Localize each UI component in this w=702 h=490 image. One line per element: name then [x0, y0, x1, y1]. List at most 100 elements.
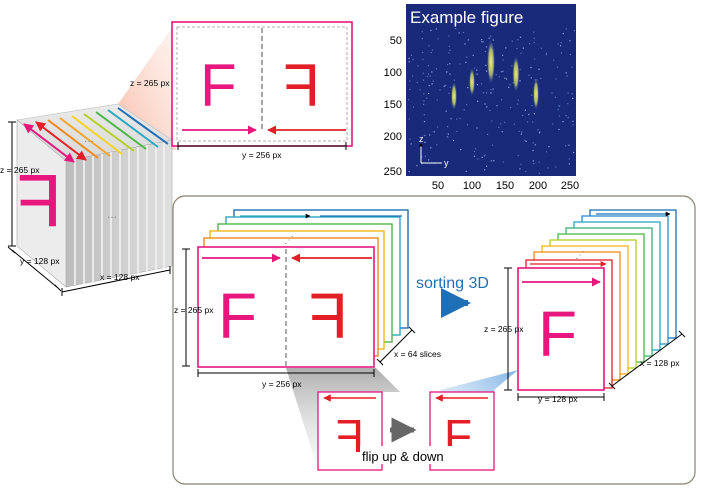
noise-speck [428, 159, 430, 161]
noise-speck [502, 161, 504, 163]
noise-speck [502, 70, 504, 72]
noise-speck [532, 149, 534, 152]
input-stack-right-letter: F [309, 280, 348, 352]
noise-speck [551, 92, 553, 94]
noise-speck [476, 69, 478, 71]
noise-speck [490, 92, 492, 94]
noise-speck [516, 103, 519, 105]
noise-speck [436, 144, 438, 146]
noise-speck [554, 96, 556, 98]
noise-speck [500, 123, 502, 125]
noise-speck [408, 99, 410, 101]
noise-speck [428, 92, 430, 95]
noise-speck [422, 58, 424, 60]
noise-speck [521, 131, 523, 133]
noise-speck [409, 88, 411, 91]
noise-speck [513, 123, 515, 125]
input-stack-dots: ⋰ [284, 235, 294, 246]
noise-speck [504, 121, 506, 123]
input-stack: ⋰ F F z = 265 px y = 256 px x = 64 slice… [174, 209, 441, 389]
noise-speck [437, 38, 439, 40]
example-figure-xtick-5: 250 [561, 180, 579, 192]
noise-speck [559, 105, 561, 107]
noise-speck [481, 156, 483, 158]
cube-slice-lines [74, 142, 165, 285]
noise-speck [531, 105, 533, 107]
noise-speck [545, 54, 547, 56]
noise-speck [435, 68, 437, 70]
noise-speck [448, 45, 450, 47]
noise-speck [426, 97, 428, 99]
noise-speck [412, 106, 414, 108]
top-slice-right-letter: F [283, 52, 320, 119]
noise-speck [572, 120, 574, 122]
noise-speck [525, 170, 527, 173]
noise-speck [560, 45, 562, 47]
noise-speck [569, 53, 571, 56]
noise-speck [412, 75, 414, 77]
noise-speck [412, 59, 414, 61]
example-figure-xtick-1: 50 [432, 180, 444, 192]
noise-speck [548, 146, 550, 148]
noise-speck [485, 92, 488, 94]
noise-speck [504, 77, 506, 79]
noise-speck [408, 118, 410, 120]
noise-speck [431, 71, 433, 73]
noise-speck [517, 99, 519, 101]
noise-speck [498, 126, 500, 128]
noise-speck [446, 136, 448, 138]
noise-speck [545, 52, 548, 54]
cube-y-label: y = 128 px [20, 256, 60, 266]
flip-step: F F flip up & down [317, 391, 495, 471]
noise-speck [518, 130, 520, 133]
noise-speck [466, 124, 469, 126]
noise-speck [449, 63, 451, 65]
noise-speck [527, 121, 529, 123]
noise-speck [524, 109, 526, 111]
noise-speck [449, 49, 451, 51]
noise-speck [431, 49, 434, 51]
noise-speck [505, 47, 507, 49]
noise-speck [409, 80, 411, 82]
cube-z-label: z = 265 px [0, 165, 40, 175]
input-stack-z-label: z = 265 px [174, 305, 214, 315]
noise-speck [485, 46, 488, 48]
noise-speck [560, 42, 562, 44]
noise-speck [449, 86, 451, 88]
noise-speck [568, 163, 570, 165]
noise-speck [446, 71, 448, 73]
cube-x-label: x = 128 px [100, 272, 140, 282]
noise-speck [467, 39, 469, 41]
input-stack-left-letter: F [218, 280, 257, 352]
noise-speck [443, 85, 445, 87]
noise-speck [547, 167, 549, 169]
example-figure-noise [408, 28, 575, 174]
noise-speck [428, 85, 430, 87]
noise-speck [555, 166, 557, 168]
noise-speck [540, 77, 542, 79]
cube-top-dots: ··· [84, 136, 94, 147]
example-figure-xtick-3: 150 [496, 180, 514, 192]
noise-speck [520, 163, 522, 165]
volume-cube: ... F ··· z = 265 px y = 128 px x = 128 … [0, 22, 176, 296]
noise-speck [481, 83, 483, 85]
noise-speck [409, 138, 411, 140]
noise-speck [424, 155, 426, 157]
noise-speck [474, 67, 476, 69]
noise-speck [496, 105, 498, 107]
noise-speck [484, 50, 486, 53]
example-figure-xtick-4: 200 [529, 180, 547, 192]
noise-speck [537, 129, 539, 131]
noise-speck [520, 133, 522, 135]
noise-speck [486, 70, 488, 72]
example-figure-z-axis: z [419, 134, 424, 144]
flip-before-letter: F [336, 410, 364, 462]
stack-to-flip-funnel [286, 368, 400, 470]
noise-speck [490, 35, 492, 37]
noise-speck [566, 75, 568, 77]
noise-speck [519, 36, 522, 38]
noise-speck [446, 64, 449, 66]
noise-speck [532, 121, 534, 123]
noise-speck [555, 78, 557, 80]
noise-speck [501, 99, 503, 101]
